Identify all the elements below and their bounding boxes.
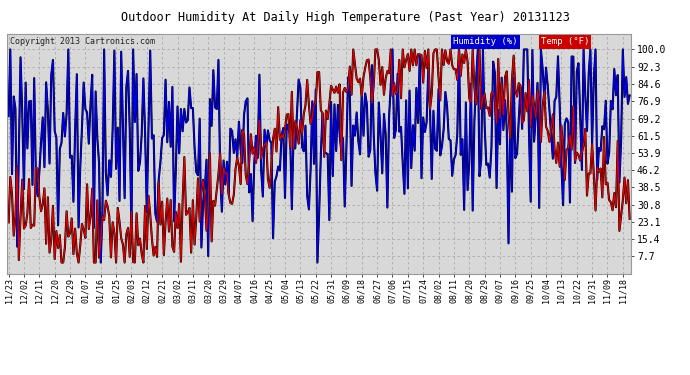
Text: Temp (°F): Temp (°F) (541, 38, 589, 46)
Text: Outdoor Humidity At Daily High Temperature (Past Year) 20131123: Outdoor Humidity At Daily High Temperatu… (121, 11, 569, 24)
Text: Copyright 2013 Cartronics.com: Copyright 2013 Cartronics.com (10, 38, 155, 46)
Text: Humidity (%): Humidity (%) (453, 38, 518, 46)
